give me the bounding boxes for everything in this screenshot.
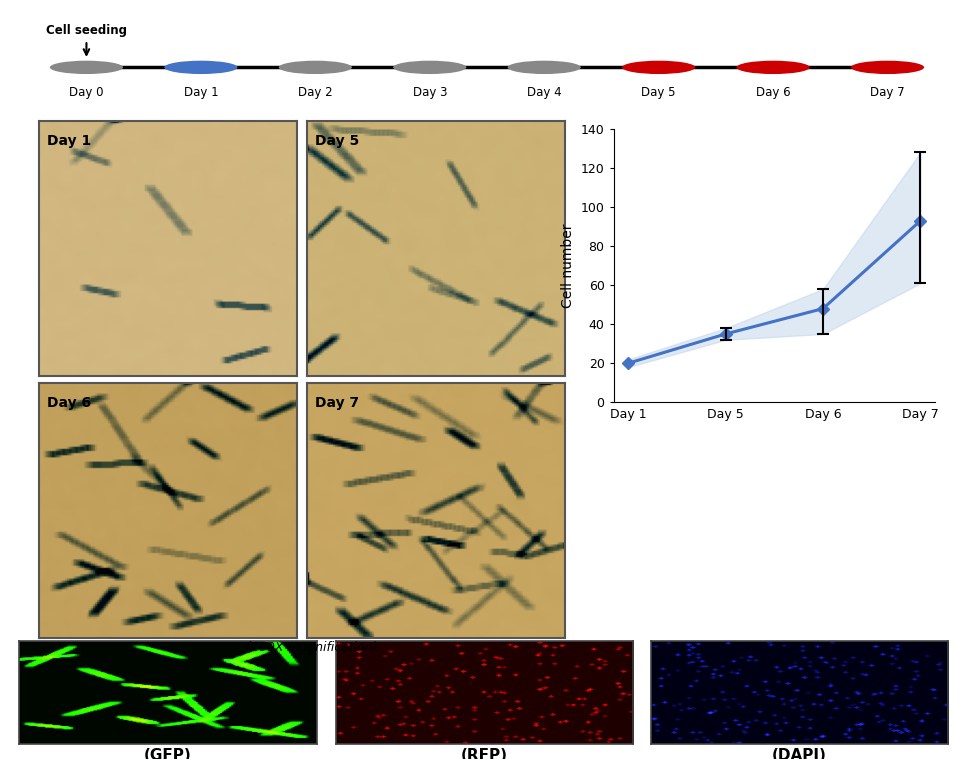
Circle shape bbox=[50, 61, 123, 74]
Circle shape bbox=[736, 61, 809, 74]
Text: Day 0: Day 0 bbox=[69, 87, 103, 99]
Circle shape bbox=[165, 61, 238, 74]
Text: (DAPI): (DAPI) bbox=[771, 748, 827, 759]
Text: Day 3: Day 3 bbox=[413, 87, 447, 99]
Circle shape bbox=[851, 61, 924, 74]
Text: Day 7: Day 7 bbox=[870, 87, 905, 99]
Text: Day 2: Day 2 bbox=[298, 87, 333, 99]
Text: (100X magnification): (100X magnification) bbox=[245, 641, 378, 654]
Text: Day 6: Day 6 bbox=[47, 396, 91, 410]
Y-axis label: Cell number: Cell number bbox=[561, 223, 576, 308]
Text: (RFP): (RFP) bbox=[461, 748, 508, 759]
Circle shape bbox=[622, 61, 695, 74]
Text: (GFP): (GFP) bbox=[144, 748, 192, 759]
Text: Day 1: Day 1 bbox=[183, 87, 218, 99]
Text: Day 5: Day 5 bbox=[642, 87, 676, 99]
Text: Day 7: Day 7 bbox=[315, 396, 358, 410]
Circle shape bbox=[507, 61, 581, 74]
Text: Cell seeding: Cell seeding bbox=[46, 24, 127, 37]
Circle shape bbox=[393, 61, 467, 74]
Text: Day 5: Day 5 bbox=[315, 134, 358, 148]
Circle shape bbox=[279, 61, 352, 74]
Text: Day 6: Day 6 bbox=[756, 87, 791, 99]
Text: Day 4: Day 4 bbox=[527, 87, 562, 99]
Text: Day 1: Day 1 bbox=[47, 134, 91, 148]
